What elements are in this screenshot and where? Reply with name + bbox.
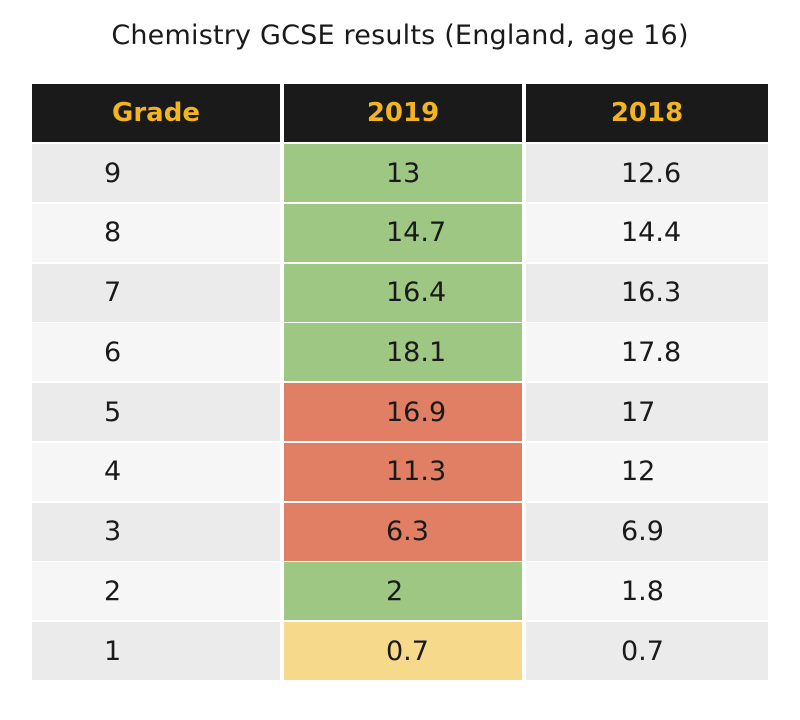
value-2019-cell: 2 [284,562,522,621]
table-header: Grade 2019 2018 [32,84,768,142]
grade-cell: 2 [32,562,280,621]
table-row: 4 11.3 12 [32,442,768,501]
grade-cell: 1 [32,622,280,680]
table-row: 6 18.1 17.8 [32,323,768,382]
value-2018-cell: 17.8 [526,323,768,382]
value-2018-cell: 14.4 [526,203,768,262]
results-table: Grade 2019 2018 9 13 12.6 8 14.7 14.4 7 16.4 16.… [32,84,768,682]
value-2018-cell: 6.9 [526,502,768,561]
table-body: 9 13 12.6 8 14.7 14.4 7 16.4 16.3 6 18.1 17.8 5 16.9 1… [32,144,768,680]
chart-title: Chemistry GCSE results (England, age 16) [111,20,689,51]
grade-cell: 5 [32,383,280,441]
table-row: 3 6.3 6.9 [32,502,768,561]
grade-cell: 7 [32,263,280,322]
value-2018-cell: 12.6 [526,144,768,202]
value-2019-cell: 18.1 [284,323,522,382]
header-2018: 2018 [526,84,768,142]
header-2019: 2019 [284,84,522,142]
value-2019-cell: 13 [284,144,522,202]
table-row: 1 0.7 0.7 [32,622,768,680]
value-2018-cell: 12 [526,442,768,501]
value-2018-cell: 1.8 [526,562,768,621]
table-row: 8 14.7 14.4 [32,203,768,262]
table-row: 5 16.9 17 [32,383,768,441]
grade-cell: 4 [32,442,280,501]
header-grade: Grade [32,84,280,142]
grade-cell: 8 [32,203,280,262]
value-2019-cell: 16.9 [284,383,522,441]
table-row: 9 13 12.6 [32,144,768,202]
value-2019-cell: 0.7 [284,622,522,680]
value-2018-cell: 17 [526,383,768,441]
grade-cell: 3 [32,502,280,561]
grade-cell: 6 [32,323,280,382]
table-row: 2 2 1.8 [32,562,768,621]
grade-cell: 9 [32,144,280,202]
value-2018-cell: 16.3 [526,263,768,322]
value-2019-cell: 11.3 [284,442,522,501]
table-row: 7 16.4 16.3 [32,263,768,322]
value-2019-cell: 14.7 [284,203,522,262]
value-2019-cell: 16.4 [284,263,522,322]
value-2019-cell: 6.3 [284,502,522,561]
value-2018-cell: 0.7 [526,622,768,680]
